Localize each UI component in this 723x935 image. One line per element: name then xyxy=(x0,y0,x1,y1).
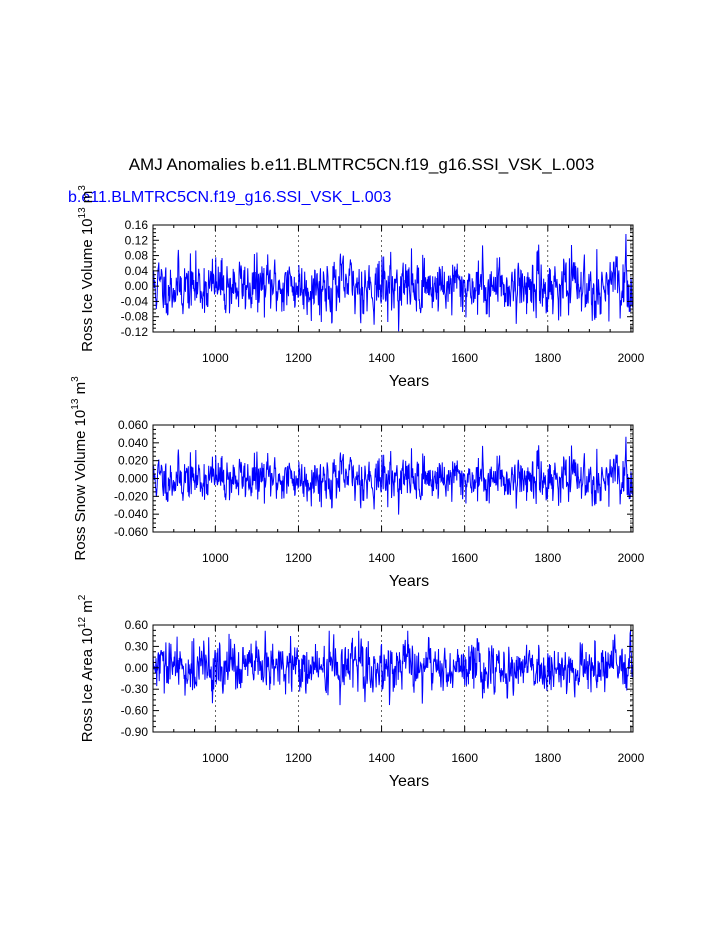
x-tick-label: 1200 xyxy=(285,351,312,365)
x-axis-label: Years xyxy=(389,373,429,390)
chart-panel-2: -0.060 -0.040 -0.020 0.000 0.020 0.040 0.060 10… xyxy=(70,376,645,590)
y-tick-label: 0.12 xyxy=(125,233,149,247)
x-tick-label: 1000 xyxy=(202,351,229,365)
y-tick-label: 0.020 xyxy=(118,454,148,468)
y-tick-label: 0.16 xyxy=(125,218,149,232)
x-tick-label: 1800 xyxy=(534,551,561,565)
y-tick-label: 0.60 xyxy=(125,618,149,632)
y-tick-label: 0.08 xyxy=(125,249,149,263)
x-tick-label: 1200 xyxy=(285,751,312,765)
x-axis-label: Years xyxy=(389,773,429,790)
x-tick-label: 1600 xyxy=(451,551,478,565)
chart-panel-3: -0.90 -0.60 -0.30 0.00 0.30 0.60 1000 1200 1400 1… xyxy=(77,594,645,790)
y-tick-label: -0.08 xyxy=(121,310,149,324)
x-tick-label: 1800 xyxy=(534,351,561,365)
y-tick-label: -0.060 xyxy=(114,525,148,539)
x-tick-label: 1600 xyxy=(451,751,478,765)
x-tick-label: 1200 xyxy=(285,551,312,565)
x-tick-label: 1400 xyxy=(368,551,395,565)
x-tick-label: 1000 xyxy=(202,751,229,765)
x-tick-label: 1400 xyxy=(368,751,395,765)
y-tick-label: -0.020 xyxy=(114,489,148,503)
y-tick-label: -0.12 xyxy=(121,325,149,339)
y-tick-label: 0.000 xyxy=(118,472,148,486)
y-tick-label: 0.060 xyxy=(118,418,148,432)
figure-title: AMJ Anomalies b.e11.BLMTRC5CN.f19_g16.SS… xyxy=(128,155,595,174)
y-tick-label: -0.60 xyxy=(121,704,149,718)
y-tick-label: 0.040 xyxy=(118,436,148,450)
y-tick-label: 0.04 xyxy=(125,264,149,278)
y-axis-label: Ross Ice Volume 1013 m3 xyxy=(77,185,96,352)
y-axis-label: Ross Snow Volume 1013 m3 xyxy=(70,376,89,561)
x-tick-label: 2000 xyxy=(618,351,645,365)
y-tick-label: -0.040 xyxy=(114,507,148,521)
figure-subtitle: b.e11.BLMTRC5CN.f19_g16.SSI_VSK_L.003 xyxy=(68,189,392,206)
x-tick-label: 1600 xyxy=(451,351,478,365)
chart-panel-1: -0.12-0.08 -0.040.000.040.08 0.120.16 1000 1… xyxy=(77,185,645,390)
series-line-1 xyxy=(152,233,634,332)
x-tick-label: 1800 xyxy=(534,751,561,765)
y-tick-label: 0.30 xyxy=(125,639,149,653)
series-line-3 xyxy=(152,630,634,706)
x-tick-label: 1000 xyxy=(202,551,229,565)
x-tick-label: 2000 xyxy=(618,751,645,765)
y-tick-label: 0.00 xyxy=(125,661,149,675)
x-axis-label: Years xyxy=(389,573,429,590)
x-tick-label: 2000 xyxy=(618,551,645,565)
series-line-2 xyxy=(152,436,634,515)
x-tick-label: 1400 xyxy=(368,351,395,365)
y-tick-label: -0.04 xyxy=(121,294,149,308)
y-tick-label: -0.30 xyxy=(121,682,149,696)
y-tick-label: -0.90 xyxy=(121,725,149,739)
y-axis-label: Ross Ice Area 1012 m2 xyxy=(77,594,96,742)
y-tick-label: 0.00 xyxy=(125,279,149,293)
